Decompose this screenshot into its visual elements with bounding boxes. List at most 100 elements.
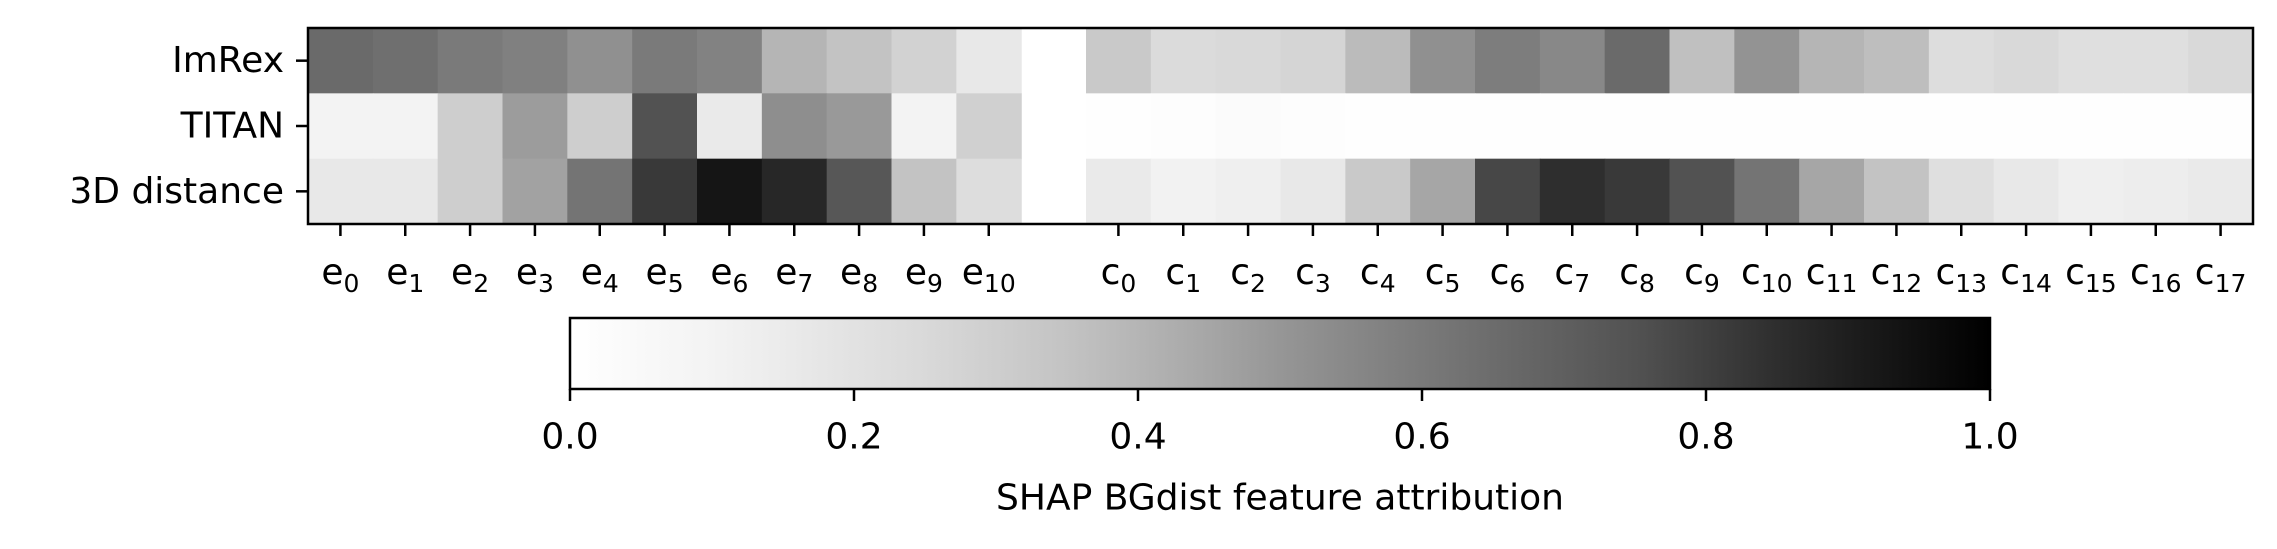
column-label-c1: c1 (1165, 252, 1201, 298)
heatmap-cell (308, 158, 374, 225)
heatmap-cell (2058, 28, 2124, 94)
column-label-e7: e7 (775, 252, 813, 298)
column-label-e6: e6 (710, 252, 748, 298)
column-label-e10: e10 (962, 252, 1016, 298)
heatmap-cell (1864, 93, 1930, 160)
heatmap-cell (826, 28, 893, 94)
heatmap-cell (1928, 93, 1995, 160)
row-labels: ImRex TITAN 3D distance (69, 40, 284, 212)
heatmap-cell (1410, 158, 1476, 225)
colorbar-tick-label: 0.0 (541, 417, 598, 458)
heatmap-cell (1928, 158, 1995, 225)
heatmap-cell (1669, 158, 1735, 225)
heatmap-cell (1475, 158, 1541, 225)
heatmap-cell (826, 158, 893, 225)
row-label-3d-distance: 3D distance (69, 171, 284, 212)
heatmap-cell (567, 93, 633, 160)
heatmap-cell (2058, 158, 2124, 225)
heatmap-cell (1669, 28, 1735, 94)
colorbar-tick-label: 0.2 (825, 417, 882, 458)
column-label-c12: c12 (1871, 252, 1923, 298)
column-label-c4: c4 (1360, 252, 1396, 298)
heatmap-cell (1215, 28, 1282, 94)
heatmap-cell (891, 158, 957, 225)
heatmap-cell (1993, 93, 2060, 160)
heatmap-cell (1993, 28, 2060, 94)
heatmap-cell (1539, 28, 1606, 94)
column-label-c14: c14 (2000, 252, 2052, 298)
heatmap-cell (372, 93, 439, 160)
column-label-e1: e1 (386, 252, 424, 298)
heatmap-cell (1345, 93, 1411, 160)
heatmap-cell (1280, 28, 1346, 94)
heatmap-cell (1410, 28, 1476, 94)
heatmap-cell (632, 28, 698, 94)
heatmap-cell (1928, 28, 1995, 94)
heatmap-cell (1604, 158, 1671, 225)
heatmap-cell (1150, 158, 1217, 225)
heatmap-cell (2188, 158, 2254, 225)
heatmap-cell (1669, 93, 1735, 160)
heatmap-cell (1150, 28, 1217, 94)
column-labels: e0 e1 e2 e3 e4 e5 e6 e7 e8 e9 e10 c0 c1 c2 c3 c4 c5 c6 c7 c… (321, 252, 2246, 298)
heatmap-cell (1734, 28, 1800, 94)
heatmap-cell (1215, 158, 1282, 225)
heatmap-cell (1604, 93, 1671, 160)
heatmap-cell (891, 93, 957, 160)
heatmap-cell (2188, 28, 2254, 94)
heatmap-cell (697, 93, 763, 160)
heatmap-cell (632, 93, 698, 160)
heatmap-cell (1864, 28, 1930, 94)
heatmap-cell (2058, 93, 2124, 160)
column-label-e4: e4 (581, 252, 619, 298)
colorbar (568, 316, 1992, 391)
heatmap-cells (308, 28, 2254, 225)
column-label-c11: c11 (1806, 252, 1858, 298)
row-tick-marks (296, 59, 308, 193)
heatmap-cell (1799, 93, 1865, 160)
colorbar-tick-label: 0.6 (1393, 417, 1450, 458)
heatmap-cell (1475, 28, 1541, 94)
heatmap-cell (1799, 158, 1865, 225)
column-label-c10: c10 (1741, 252, 1793, 298)
heatmap-cell (437, 93, 504, 160)
heatmap-cell (1345, 28, 1411, 94)
heatmap-cell (502, 28, 568, 94)
column-label-c17: c17 (2195, 252, 2247, 298)
heatmap-frame (306, 26, 2255, 226)
heatmap-cell (1280, 93, 1346, 160)
heatmap-cell (891, 28, 957, 94)
heatmap-cell (1280, 158, 1346, 225)
colorbar-tick-label: 0.8 (1677, 417, 1734, 458)
heatmap-cell (1215, 93, 1282, 160)
heatmap-cell (437, 158, 504, 225)
column-label-e9: e9 (905, 252, 943, 298)
column-label-c3: c3 (1295, 252, 1331, 298)
heatmap-cell (437, 28, 504, 94)
colorbar-tick-label: 1.0 (1961, 417, 2018, 458)
heatmap-cell (1734, 93, 1800, 160)
column-label-c8: c8 (1619, 252, 1655, 298)
heatmap-cell (1993, 158, 2060, 225)
heatmap-cell (697, 158, 763, 225)
column-label-e3: e3 (516, 252, 554, 298)
column-label-c9: c9 (1684, 252, 1720, 298)
heatmap-cell (567, 158, 633, 225)
heatmap-cell (2123, 28, 2189, 94)
heatmap-cell (761, 28, 828, 94)
heatmap-cell (2123, 158, 2189, 225)
heatmap-cell (956, 158, 1022, 225)
heatmap-cell (697, 28, 763, 94)
heatmap-cell (1799, 28, 1865, 94)
column-label-c7: c7 (1554, 252, 1590, 298)
column-label-c0: c0 (1101, 252, 1137, 298)
row-label-imrex: ImRex (172, 40, 284, 81)
heatmap-cell (761, 93, 828, 160)
heatmap-cell (1410, 93, 1476, 160)
column-label-e0: e0 (321, 252, 359, 298)
heatmap-cell (308, 28, 374, 94)
heatmap-cell (2188, 93, 2254, 160)
heatmap-cell (502, 93, 568, 160)
column-label-e8: e8 (840, 252, 878, 298)
heatmap-cell (1475, 93, 1541, 160)
